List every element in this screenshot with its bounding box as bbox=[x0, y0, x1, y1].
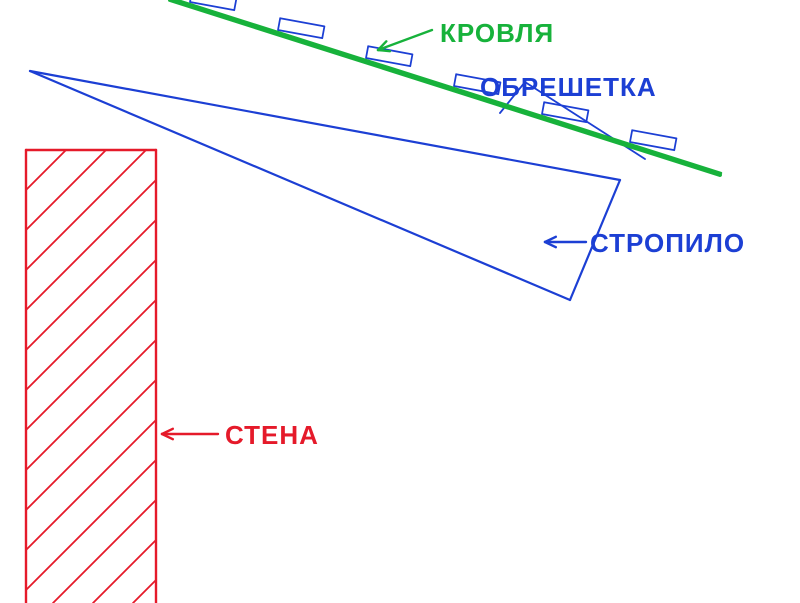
label-battens: ОБРЕШЕТКА bbox=[480, 72, 657, 103]
label-wall: СТЕНА bbox=[225, 420, 319, 451]
diagram-svg bbox=[0, 0, 800, 603]
label-roofing: КРОВЛЯ bbox=[440, 18, 554, 49]
label-rafter: СТРОПИЛО bbox=[590, 228, 745, 259]
